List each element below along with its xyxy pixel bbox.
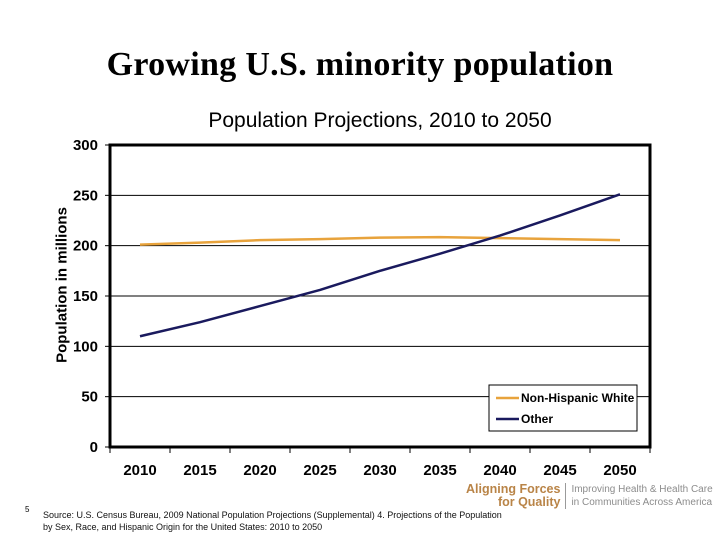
y-axis-ticks: 0 50 100 150 200 250 300 bbox=[73, 137, 110, 456]
y-tick-label: 50 bbox=[81, 389, 98, 406]
x-tick-label: 2050 bbox=[603, 462, 636, 479]
x-tick-label: 2025 bbox=[303, 462, 336, 479]
logo-name-line-1: Aligning Forces bbox=[466, 482, 561, 496]
x-tick-label: 2015 bbox=[183, 462, 216, 479]
y-tick-label: 100 bbox=[73, 338, 98, 355]
legend-label: Other bbox=[521, 412, 553, 426]
logo-tagline-line-1: Improving Health & Health Care bbox=[571, 484, 713, 495]
series-lines bbox=[139, 193, 621, 338]
y-tick-label: 150 bbox=[73, 288, 98, 305]
x-tick-label: 2010 bbox=[123, 462, 156, 479]
source-line-2: by Sex, Race, and Hispanic Origin for th… bbox=[43, 522, 323, 532]
logo-tagline: Improving Health & Health Care in Commun… bbox=[566, 483, 712, 509]
source-line-1: Source: U.S. Census Bureau, 2009 Nationa… bbox=[43, 510, 502, 520]
gridlines bbox=[110, 194, 650, 398]
plot-area-border bbox=[108, 143, 652, 449]
x-tick-label: 2020 bbox=[243, 462, 276, 479]
logo-name: Aligning Forces for Quality bbox=[466, 482, 567, 509]
x-tick-label: 2030 bbox=[363, 462, 396, 479]
chart-title: Population Projections, 2010 to 2050 bbox=[208, 109, 552, 132]
source-note: Source: U.S. Census Bureau, 2009 Nationa… bbox=[43, 509, 563, 533]
slide-number: 5 bbox=[25, 505, 30, 514]
aligning-forces-logo: Aligning Forces for Quality Improving He… bbox=[466, 483, 713, 509]
y-tick-label: 200 bbox=[73, 238, 98, 255]
series-line-other bbox=[139, 193, 621, 338]
legend-box bbox=[488, 384, 638, 432]
logo-name-line-2: for Quality bbox=[497, 495, 561, 509]
x-axis-ticks: 2010 2015 2020 2025 2030 2035 2040 2045 2050 bbox=[109, 447, 651, 479]
x-tick-label: 2040 bbox=[483, 462, 516, 479]
x-tick-label: 2035 bbox=[423, 462, 456, 479]
legend: Non-Hispanic White Other bbox=[488, 384, 638, 432]
x-tick-label: 2045 bbox=[543, 462, 576, 479]
series-line-non-hispanic-white bbox=[139, 235, 621, 246]
y-tick-label: 250 bbox=[73, 187, 98, 204]
y-tick-label: 0 bbox=[90, 439, 98, 456]
slide-title: Growing U.S. minority population bbox=[106, 46, 614, 83]
y-tick-label: 300 bbox=[73, 137, 98, 154]
logo-tagline-line-2: in Communities Across America bbox=[571, 497, 713, 508]
legend-label: Non-Hispanic White bbox=[521, 391, 635, 405]
